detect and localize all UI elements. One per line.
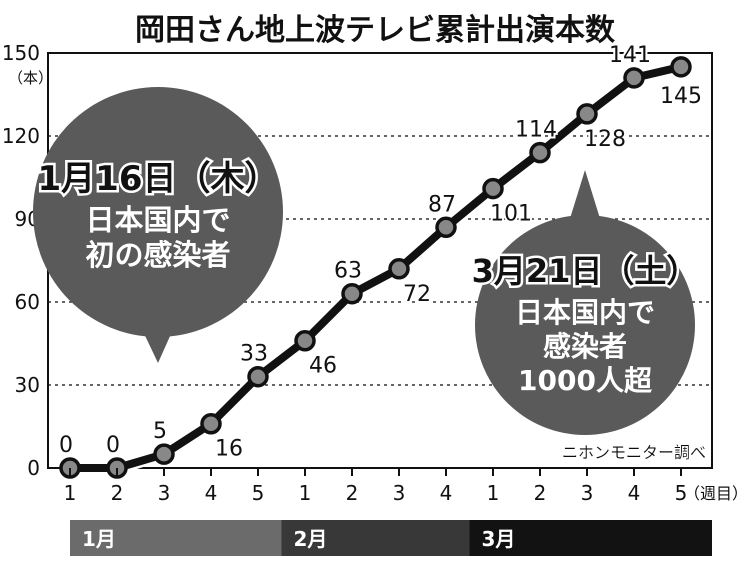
data-label-11: 128 xyxy=(584,127,626,152)
month-band-2 xyxy=(469,520,712,556)
data-label-2: 5 xyxy=(153,419,167,444)
data-point-7 xyxy=(388,258,410,280)
chart-title: 岡田さん地上波テレビ累計出演本数 xyxy=(135,13,616,48)
data-point-2 xyxy=(153,443,175,465)
y-tick-label-4: 120 xyxy=(2,124,40,148)
month-band-0 xyxy=(70,520,282,556)
data-point-4 xyxy=(247,365,269,388)
y-axis-unit: （本） xyxy=(8,69,53,87)
data-label-12: 141 xyxy=(609,43,651,68)
x-tick-label-0: 1 xyxy=(64,481,77,505)
data-label-13: 145 xyxy=(660,84,702,109)
annotation-line-mar-2: 感染者 xyxy=(543,330,627,363)
x-tick-label-4: 5 xyxy=(252,481,265,505)
data-label-3: 16 xyxy=(215,437,243,462)
data-point-9 xyxy=(482,177,504,200)
source-note: ニホンモニター調べ xyxy=(562,443,706,462)
month-label-0: 1月 xyxy=(82,527,116,551)
annotation-bubble-mar: 3月21日（土） 日本国内で 感染者 1000人超 xyxy=(469,170,701,435)
annotation-line-mar-1: 日本国内で xyxy=(515,296,655,329)
data-point-5 xyxy=(294,329,316,352)
annotation-date-jan: 1月16日（木） xyxy=(38,159,279,199)
data-point-12 xyxy=(623,67,645,89)
x-tick-label-5: 1 xyxy=(299,481,312,505)
x-tick-label-2: 3 xyxy=(158,481,171,505)
x-tick-label-6: 2 xyxy=(346,481,359,505)
x-tick-label-7: 3 xyxy=(393,481,406,505)
data-point-13 xyxy=(670,56,692,78)
series-cumulative xyxy=(59,56,692,479)
data-point-8 xyxy=(435,216,457,239)
y-tick-label-5: 150 xyxy=(2,41,40,65)
x-tick-label-12: 4 xyxy=(628,481,641,505)
x-tick-label-8: 4 xyxy=(440,481,453,505)
x-axis-ticks: 1 2 3 4 5 1 2 3 4 1 2 3 4 5 xyxy=(64,468,688,505)
data-label-7: 72 xyxy=(403,282,431,307)
data-label-10: 114 xyxy=(515,118,557,143)
data-label-9: 101 xyxy=(490,202,532,227)
x-tick-label-10: 2 xyxy=(534,481,547,505)
data-point-11 xyxy=(576,103,598,125)
data-point-10 xyxy=(529,141,551,164)
annotation-line-mar-3: 1000人超 xyxy=(518,364,653,397)
month-bar: 1月 2月 3月 xyxy=(70,520,712,556)
data-label-6: 63 xyxy=(334,259,362,284)
annotation-line-jan-2: 初の感染者 xyxy=(85,238,230,272)
y-tick-label-0: 0 xyxy=(27,456,40,480)
x-tick-label-13: 5 xyxy=(675,481,688,505)
data-label-5: 46 xyxy=(309,354,337,379)
data-label-8: 87 xyxy=(428,192,456,217)
data-label-1: 0 xyxy=(106,433,120,458)
annotation-line-jan-1: 日本国内で xyxy=(85,203,230,237)
month-band-1 xyxy=(281,520,470,556)
annotation-bubble-jan: 1月16日（木） 日本国内で 初の感染者 xyxy=(33,87,283,363)
y-tick-label-2: 60 xyxy=(15,290,40,314)
data-point-3 xyxy=(200,412,222,435)
x-tick-label-1: 2 xyxy=(111,481,124,505)
x-tick-label-9: 1 xyxy=(487,481,500,505)
data-label-4: 33 xyxy=(240,342,268,367)
data-point-6 xyxy=(341,282,363,305)
data-labels: 0 0 5 16 33 46 63 72 87 101 114 128 141 145 xyxy=(57,41,704,464)
month-label-2: 3月 xyxy=(482,527,516,551)
data-label-0: 0 xyxy=(59,433,73,458)
y-tick-label-1: 30 xyxy=(15,373,40,397)
x-axis-unit: （週目） xyxy=(684,484,748,503)
month-label-1: 2月 xyxy=(294,527,328,551)
x-tick-label-3: 4 xyxy=(205,481,218,505)
annotation-date-mar: 3月21日（土） xyxy=(472,252,699,290)
x-tick-label-11: 3 xyxy=(581,481,594,505)
